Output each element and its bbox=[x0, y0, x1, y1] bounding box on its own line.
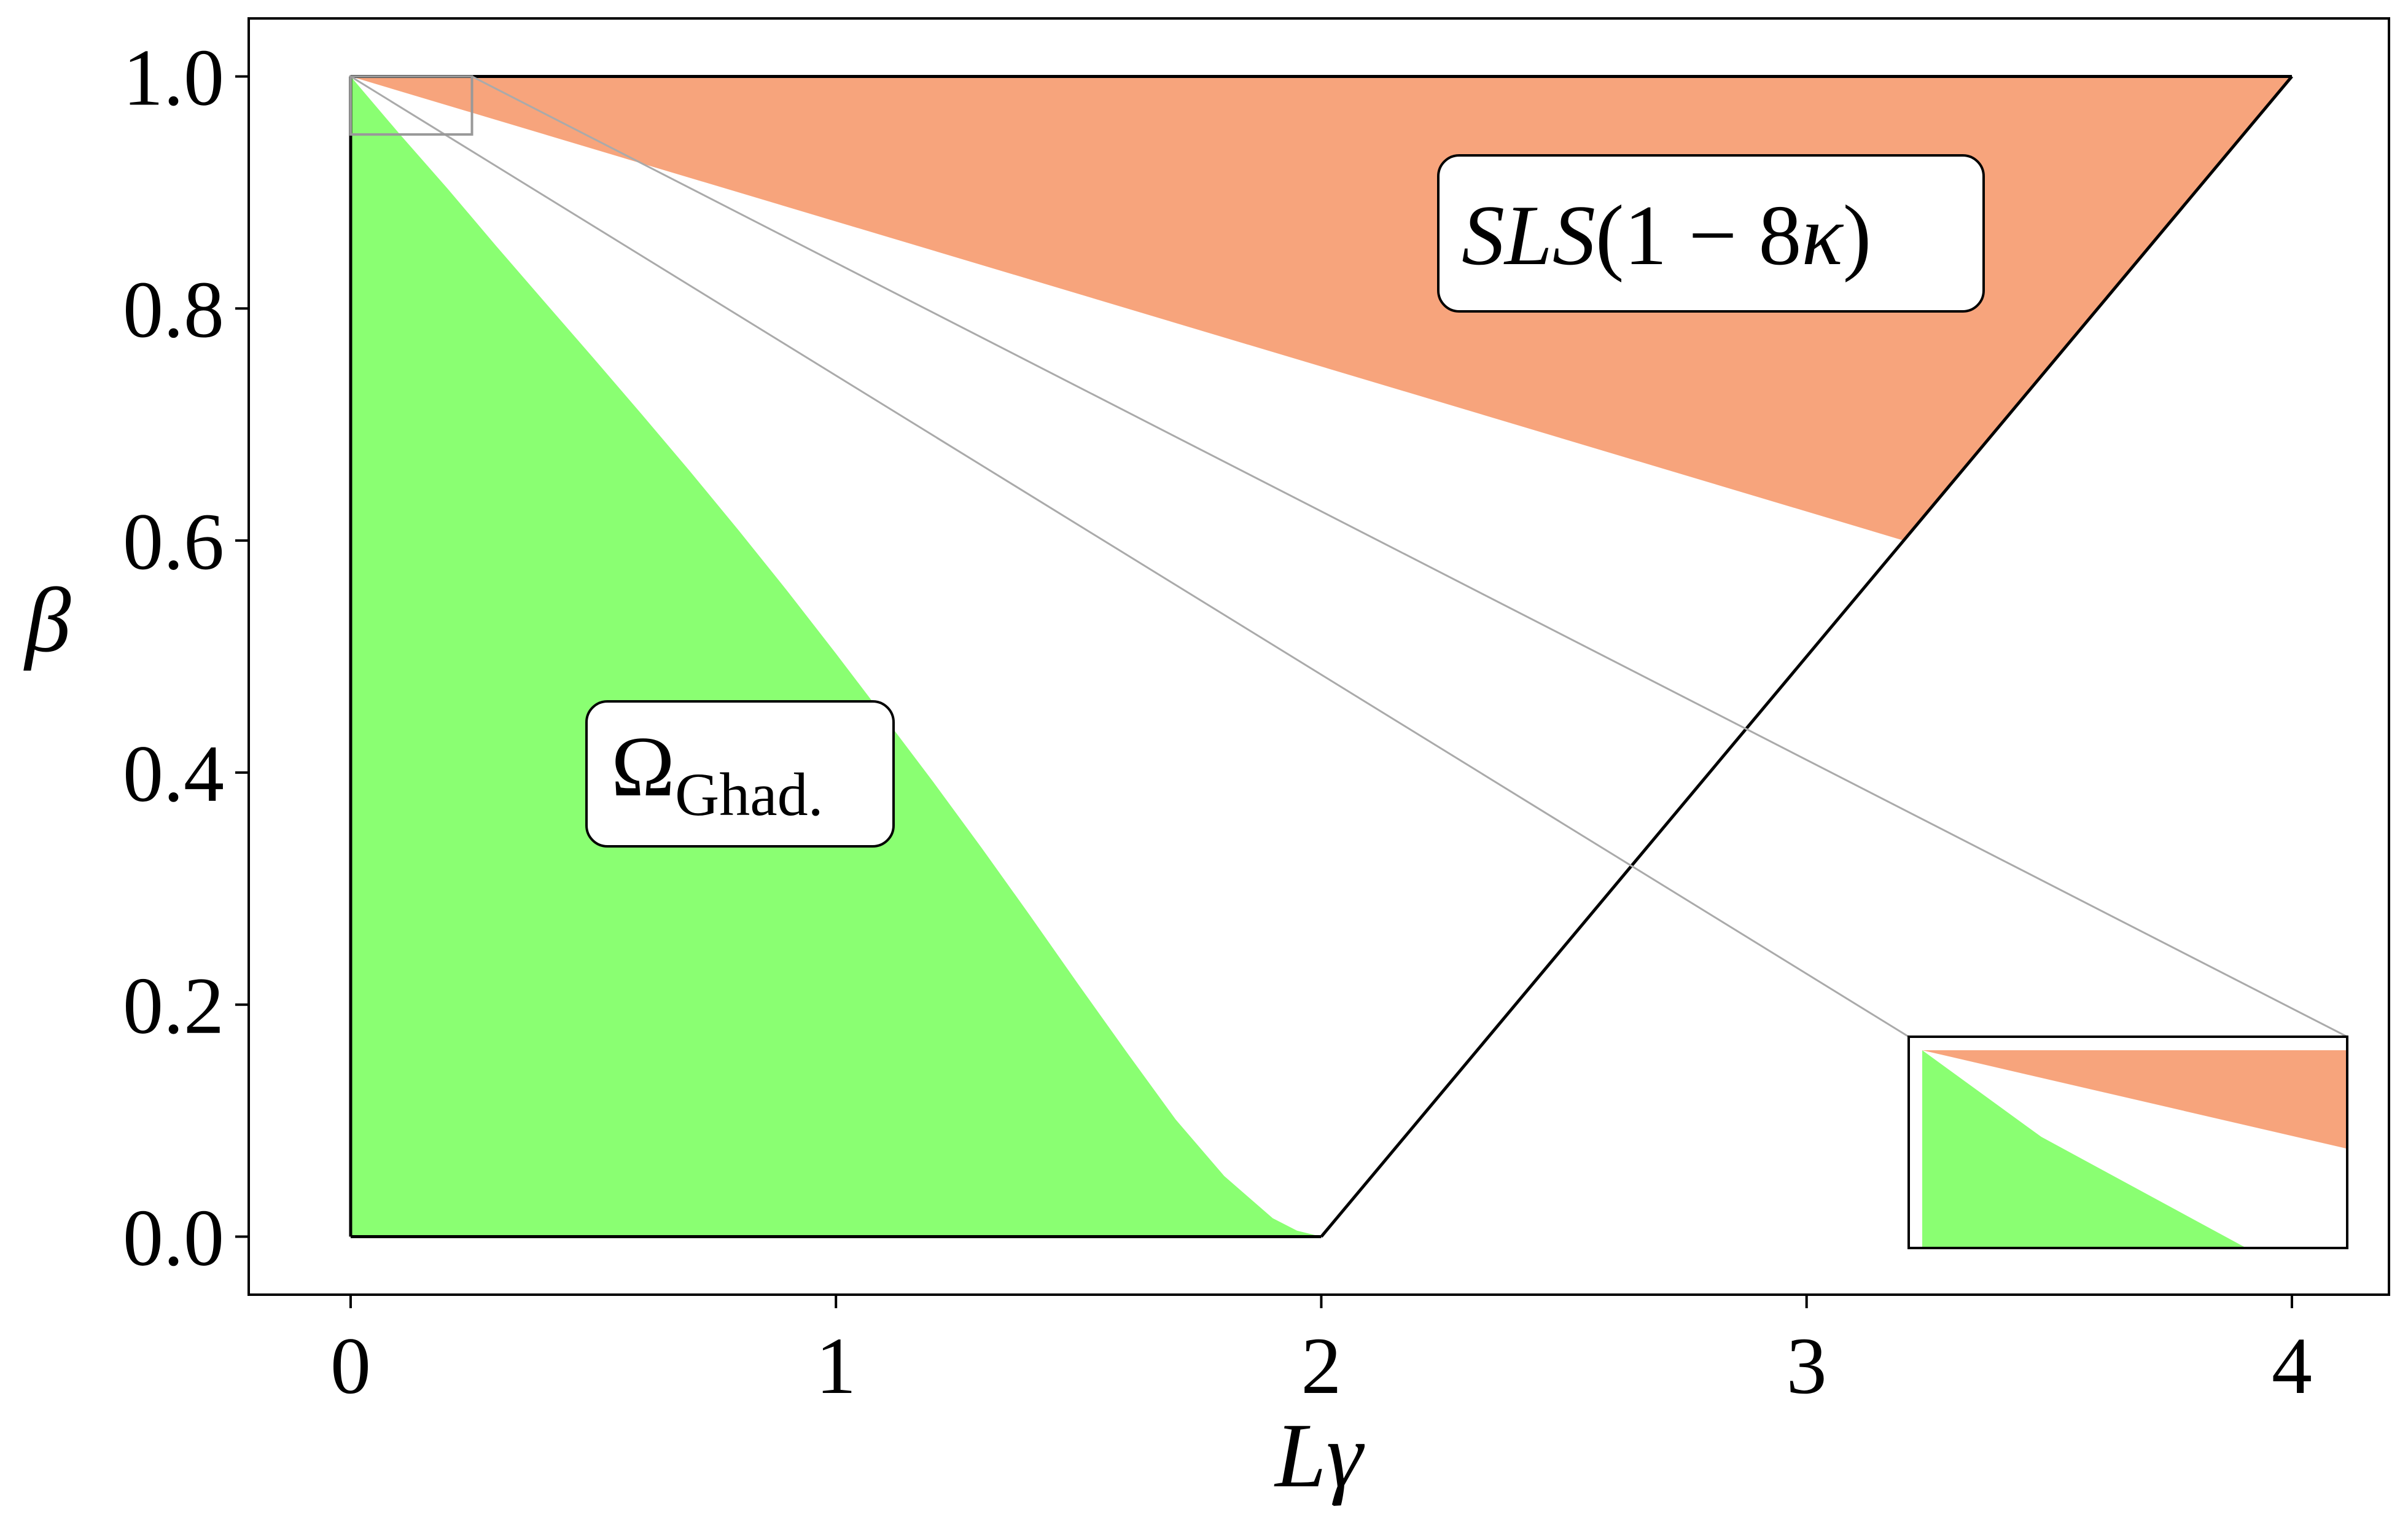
sls-prefix: SLS bbox=[1462, 188, 1596, 283]
y-tick-label-3: 0.6 bbox=[123, 496, 224, 587]
omega-ghad-annotation: ΩGhad. bbox=[585, 700, 895, 848]
boundary-lines bbox=[349, 74, 2293, 1239]
zoom-indicator-rect bbox=[349, 75, 473, 136]
sls-close-paren: ) bbox=[1843, 188, 1872, 283]
y-tick-label-5: 1.0 bbox=[123, 32, 224, 122]
omega-ghad-region bbox=[350, 76, 1322, 1237]
omega-subscript: Ghad. bbox=[675, 760, 824, 829]
x-tick-label-1: 1 bbox=[816, 1320, 856, 1411]
connector-line-1 bbox=[471, 76, 2348, 1038]
x-tick-label-0: 0 bbox=[330, 1320, 371, 1411]
sls-annotation: SLS(1 − 8κ) bbox=[1437, 154, 1985, 313]
y-axis-ticks: 0.0 0.2 0.4 0.6 0.8 1.0 bbox=[123, 32, 249, 1283]
inset-connector-lines bbox=[350, 76, 2348, 1038]
y-axis-label: β bbox=[23, 569, 71, 671]
connector-line-0 bbox=[350, 76, 1909, 1038]
x-tick-label-2: 2 bbox=[1301, 1320, 1341, 1411]
sls-label-box bbox=[1437, 154, 1985, 313]
omega-ghad-label-box bbox=[585, 700, 895, 848]
inset-omega-ghad-region bbox=[1922, 1050, 2246, 1248]
main-plot-area bbox=[247, 17, 2390, 1296]
inset-zoom-plot bbox=[1907, 1036, 2348, 1249]
inset-sls-region bbox=[1922, 1050, 2347, 1149]
boundary-line-2 bbox=[1320, 75, 2293, 1238]
x-axis-label: Lγ bbox=[1274, 1405, 1365, 1507]
omega-ghad-label: ΩGhad. bbox=[611, 719, 824, 829]
y-tick-label-0: 0.0 bbox=[123, 1193, 224, 1283]
sls-parenthetical: (1 − 8 bbox=[1596, 188, 1802, 283]
y-tick-label-1: 0.2 bbox=[123, 961, 224, 1051]
plot-frame bbox=[247, 17, 2390, 1296]
y-tick-label-4: 0.8 bbox=[123, 264, 224, 354]
x-tick-label-3: 3 bbox=[1787, 1320, 1827, 1411]
y-tick-label-2: 0.4 bbox=[123, 728, 224, 819]
x-tick-label-4: 4 bbox=[2272, 1320, 2312, 1411]
sls-kappa: κ bbox=[1801, 188, 1844, 283]
inset-frame bbox=[1907, 1036, 2348, 1249]
omega-symbol: Ω bbox=[611, 719, 675, 814]
x-axis-ticks: 0 1 2 3 4 bbox=[330, 1295, 2312, 1411]
sls-label: SLS(1 − 8κ) bbox=[1462, 188, 1871, 283]
